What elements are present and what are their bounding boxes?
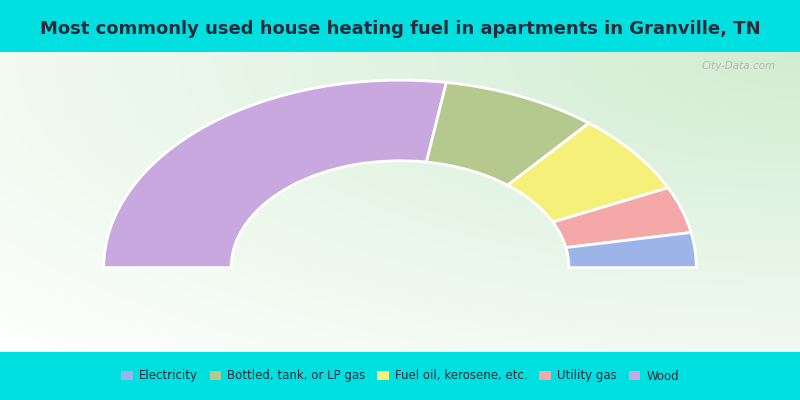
Text: Most commonly used house heating fuel in apartments in Granville, TN: Most commonly used house heating fuel in… bbox=[40, 20, 760, 38]
Text: City-Data.com: City-Data.com bbox=[702, 61, 776, 71]
Wedge shape bbox=[426, 82, 589, 185]
Wedge shape bbox=[553, 188, 691, 248]
Wedge shape bbox=[566, 232, 696, 268]
Wedge shape bbox=[508, 123, 668, 222]
Legend: Electricity, Bottled, tank, or LP gas, Fuel oil, kerosene, etc., Utility gas, Wo: Electricity, Bottled, tank, or LP gas, F… bbox=[121, 370, 679, 382]
Wedge shape bbox=[104, 80, 446, 268]
